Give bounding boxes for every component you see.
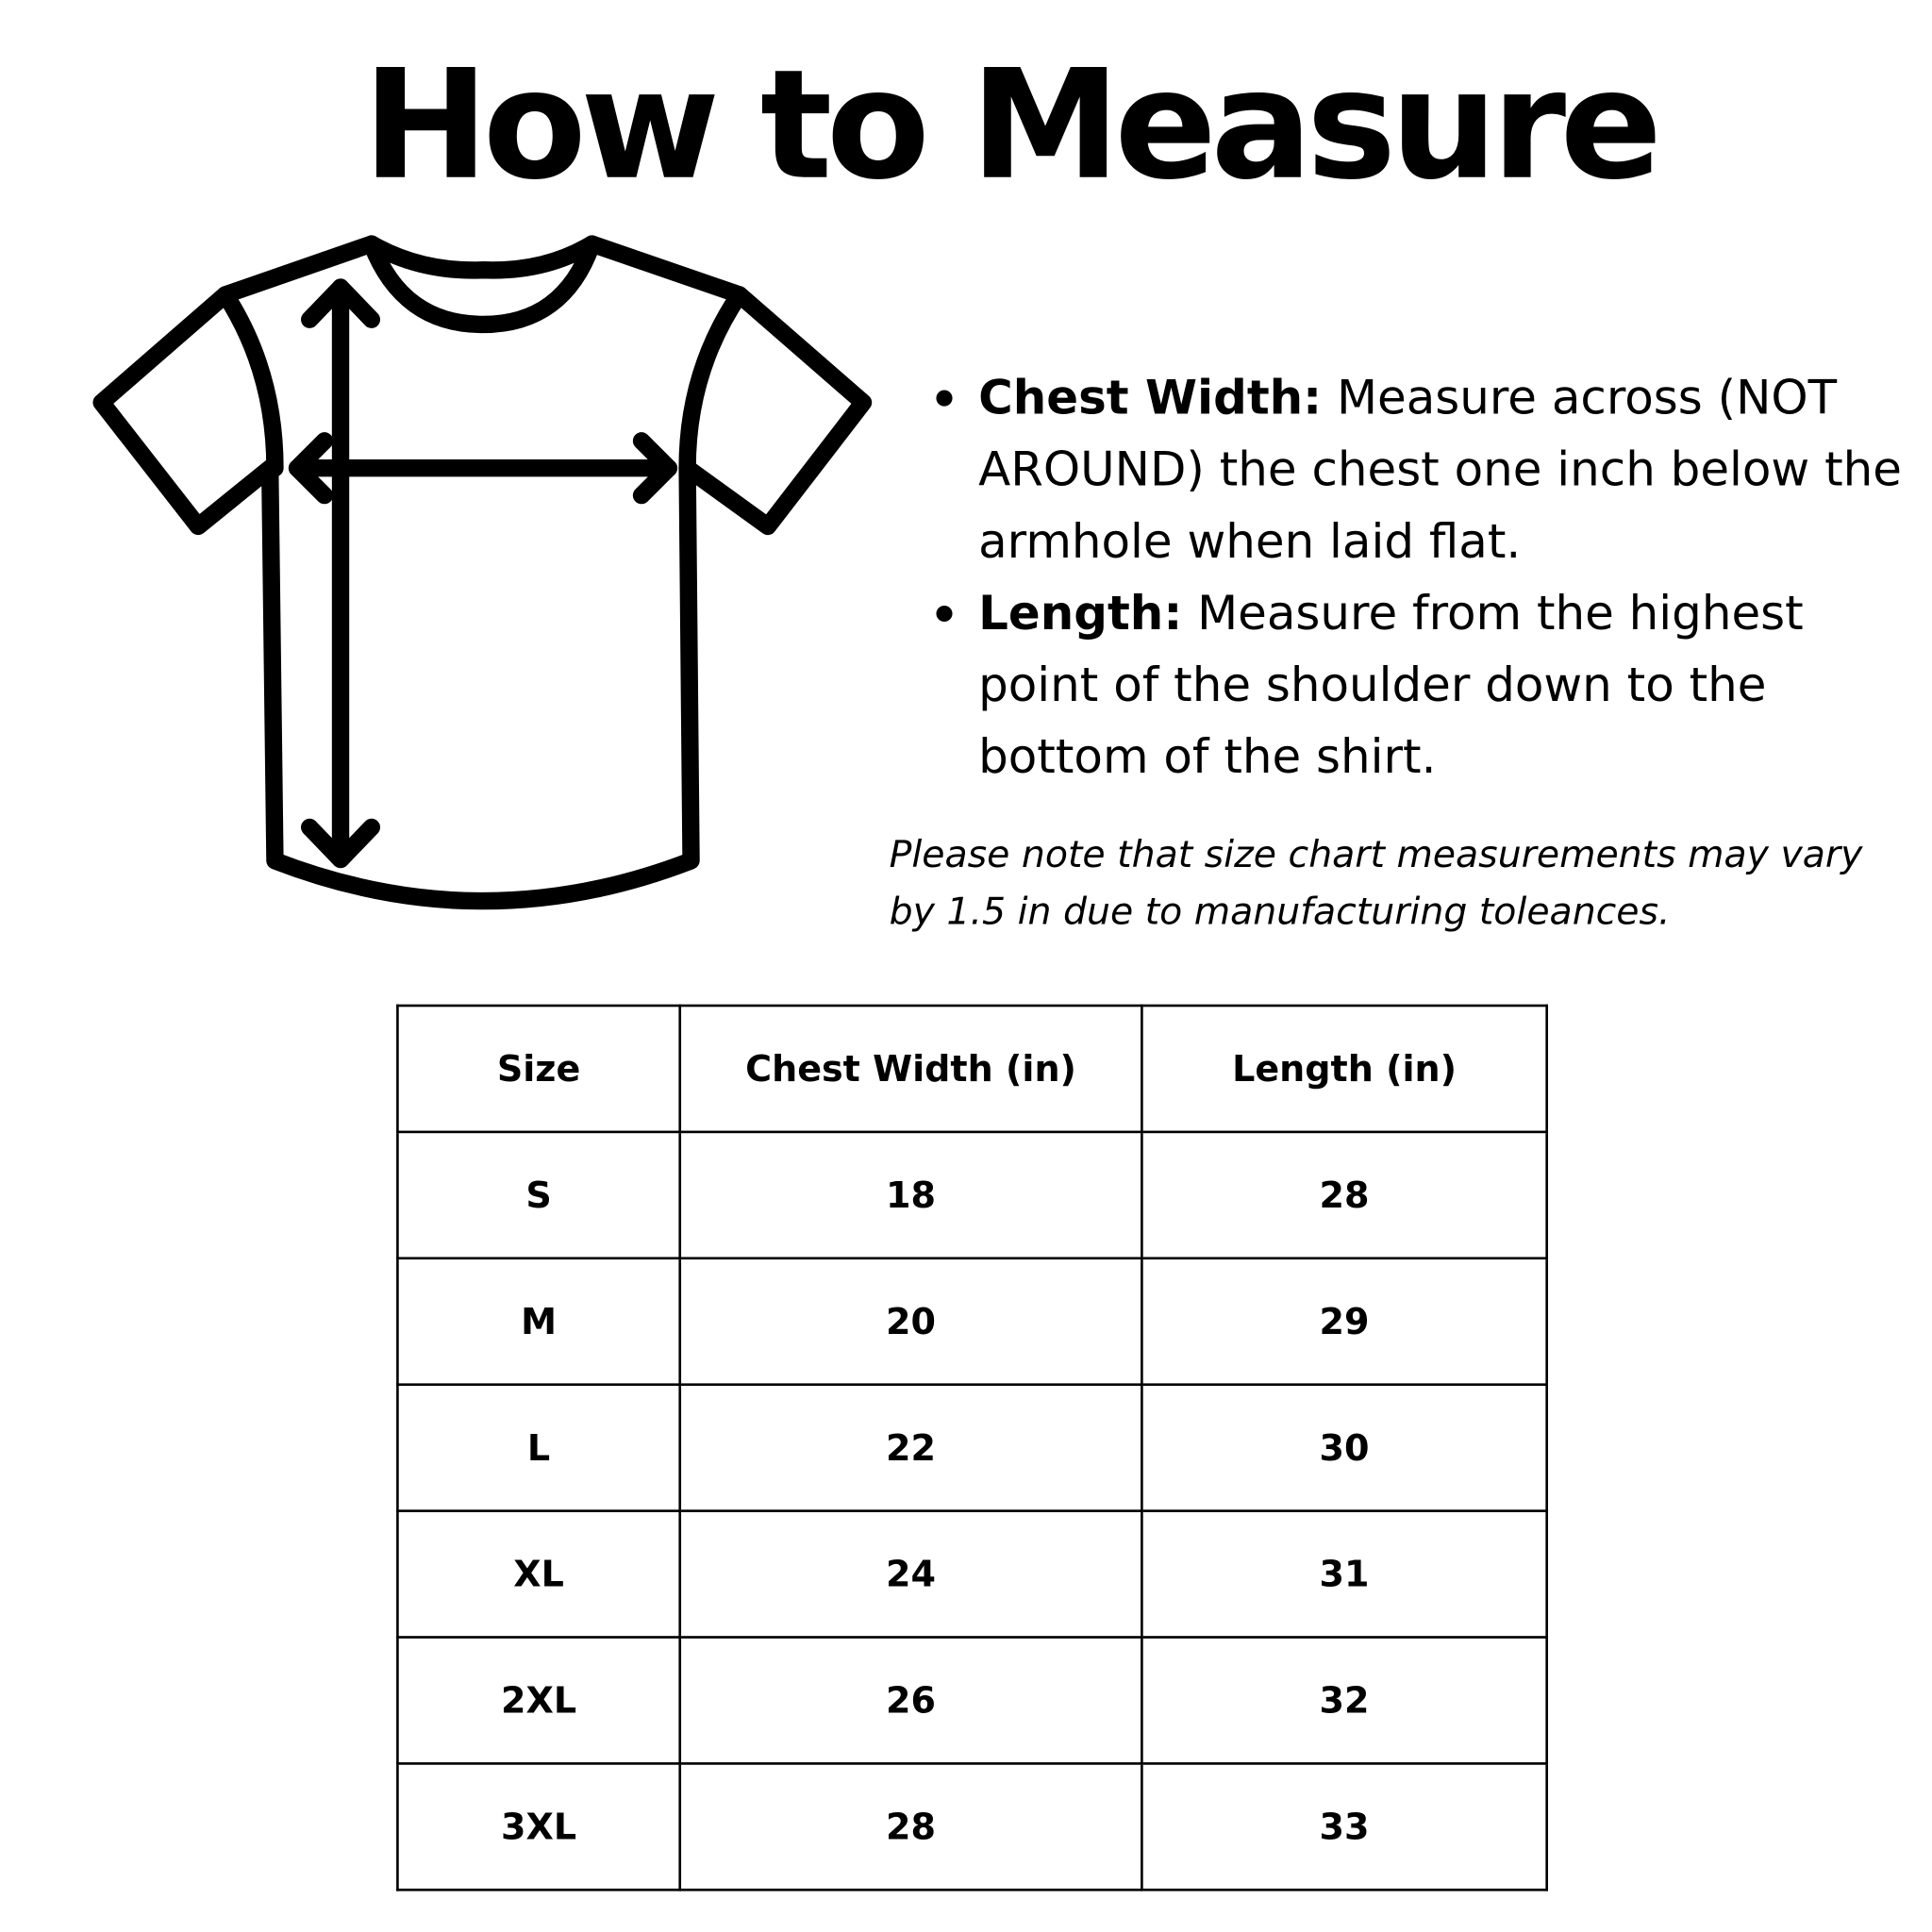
- size-chart-table: Size Chest Width (in) Length (in) S 18 28 …: [396, 1004, 1549, 1891]
- header-size: Size: [396, 1004, 682, 1134]
- table-row: XL 24 31: [396, 1509, 1549, 1639]
- header-chest: Chest Width (in): [678, 1004, 1143, 1134]
- table-row: L 22 30: [396, 1383, 1549, 1512]
- page-title: How to Measure: [362, 37, 1662, 213]
- table-row: S 18 28: [396, 1130, 1549, 1260]
- instruction-length: Length: Measure from the highest point o…: [931, 577, 1909, 792]
- header-length: Length (in): [1141, 1004, 1549, 1134]
- table-row: 2XL 26 32: [396, 1636, 1549, 1765]
- table-row: M 20 29: [396, 1257, 1549, 1387]
- tshirt-measure-icon: [92, 235, 873, 910]
- tolerance-note: Please note that size chart measurements…: [889, 833, 1863, 934]
- table-row: 3XL 28 33: [396, 1762, 1549, 1891]
- instruction-chest: Chest Width: Measure across (NOT AROUND)…: [931, 361, 1909, 576]
- table-header-row: Size Chest Width (in) Length (in): [396, 1004, 1549, 1134]
- measurement-instructions: Chest Width: Measure across (NOT AROUND)…: [931, 361, 1909, 792]
